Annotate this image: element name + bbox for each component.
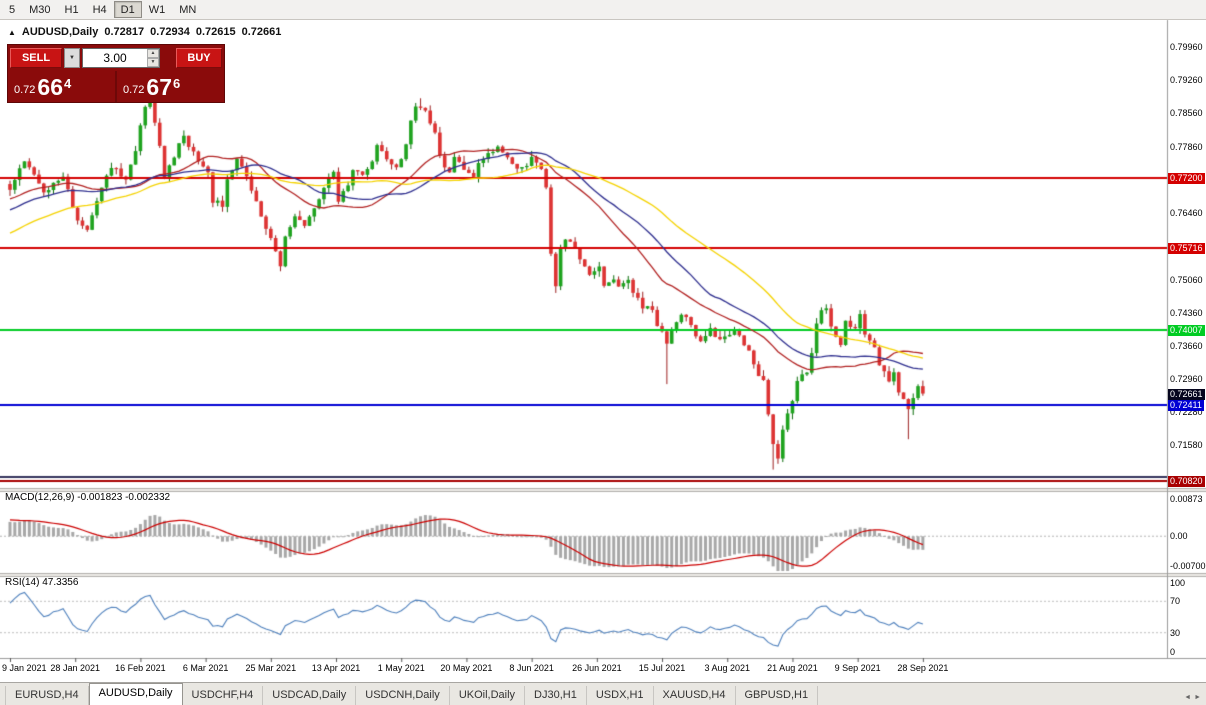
- timeframe-button-h1[interactable]: H1: [64, 4, 79, 16]
- timeframe-button-h4[interactable]: H4: [92, 4, 107, 16]
- rsi-indicator-label: RSI(14) 47.3356: [5, 577, 79, 588]
- tab-scroll-left-icon[interactable]: ◄: [1184, 694, 1192, 701]
- date-label: 16 Feb 2021: [115, 663, 166, 673]
- buy-button[interactable]: BUY: [176, 48, 222, 68]
- price-tick: 0.76460: [1170, 208, 1203, 219]
- chart-tab-ukoil-daily[interactable]: UKOil,Daily: [450, 686, 526, 705]
- date-label: 28 Sep 2021: [897, 663, 949, 673]
- volume-increase-button[interactable]: ▲: [147, 49, 159, 58]
- sell-price-prefix: 0.72: [14, 84, 36, 96]
- current-price-tag: 0.72661: [1168, 388, 1205, 400]
- price-line-tag: 0.72411: [1168, 400, 1204, 412]
- ohlc-low: 0.72615: [195, 26, 236, 38]
- price-tick: 0.71580: [1170, 439, 1203, 450]
- sell-price-display[interactable]: 0.72 66 4: [8, 71, 117, 102]
- date-label: 9 Sep 2021: [834, 663, 881, 673]
- price-tick: 0.77860: [1170, 141, 1203, 152]
- sell-button[interactable]: SELL: [10, 48, 62, 68]
- volume-input[interactable]: [82, 48, 160, 68]
- timeframe-button-w1[interactable]: W1: [148, 4, 166, 16]
- rsi-tick: 100: [1170, 578, 1186, 588]
- chart-tab-usdcnh-daily[interactable]: USDCNH,Daily: [356, 686, 450, 705]
- chart-tab-eurusd-h4[interactable]: EURUSD,H4: [5, 686, 89, 705]
- chart-tab-usdx-h1[interactable]: USDX,H1: [587, 686, 654, 705]
- macd-indicator-label: MACD(12,26,9) -0.001823 -0.002332: [5, 492, 171, 503]
- sell-price-pip-digit: 4: [64, 76, 72, 91]
- timeframe-button-d1[interactable]: D1: [113, 1, 142, 18]
- price-tick: 0.78560: [1170, 108, 1203, 119]
- chart-tab-bar: EURUSD,H4 AUDUSD,Daily USDCHF,H4 USDCAD,Dai…: [0, 682, 1206, 705]
- rsi-tick: 0: [1170, 647, 1176, 657]
- date-label: 9 Jan 2021: [2, 663, 47, 673]
- rsi-tick: 70: [1170, 596, 1181, 607]
- ohlc-close: 0.72661: [241, 26, 282, 38]
- ohlc-high: 0.72934: [150, 26, 190, 38]
- timeframe-toolbar: 5 M30 H1 H4 D1 W1 MN: [0, 0, 1206, 20]
- chart-tab-xauusd-h4[interactable]: XAUUSD,H4: [654, 686, 736, 705]
- macd-tick: 0.00873: [1170, 494, 1203, 504]
- price-axis[interactable]: 0.79960 0.79260 0.78560 0.77860 0.76460 0.750…: [1167, 20, 1206, 682]
- date-label: 25 Mar 2021: [245, 663, 297, 673]
- price-tick: 0.75060: [1170, 274, 1203, 285]
- price-line-tag: 0.70820: [1168, 475, 1205, 487]
- timeframe-button-m30[interactable]: M30: [29, 4, 51, 16]
- buy-price-big-digits: 67: [146, 74, 173, 100]
- price-tick: 0.74360: [1170, 307, 1203, 318]
- tab-scroll-controls: ◄ ►: [1184, 694, 1206, 705]
- volume-field-wrap: ▲ ▼: [82, 48, 160, 68]
- price-line-tag: 0.77200: [1168, 173, 1205, 185]
- chart-tab-gbpusd-h1[interactable]: GBPUSD,H1: [736, 686, 819, 705]
- price-tick: 0.79960: [1170, 41, 1203, 52]
- price-tick: 0.72960: [1170, 374, 1203, 385]
- chart-tab-audusd-daily[interactable]: AUDUSD,Daily: [88, 683, 183, 705]
- date-label: 8 Jun 2021: [509, 663, 554, 673]
- date-label: 28 Jan 2021: [50, 663, 100, 673]
- date-label: 13 Apr 2021: [311, 663, 361, 673]
- date-label: 1 May 2021: [377, 663, 425, 673]
- buy-price-display[interactable]: 0.72 67 6: [117, 71, 224, 102]
- price-line-tag: 0.74007: [1168, 324, 1205, 336]
- volume-dropdown-button[interactable]: ▼: [64, 48, 80, 68]
- one-click-trade-panel: SELL ▼ ▲ ▼ BUY 0.72 66 4 0.72 67: [7, 44, 225, 103]
- chart-ohlc-header: ▲ AUDUSD,Daily 0.72817 0.72934 0.72615 0…: [8, 26, 281, 38]
- macd-tick: -0.00700: [1170, 561, 1206, 571]
- buy-price-prefix: 0.72: [123, 84, 145, 96]
- date-label: 21 Aug 2021: [767, 663, 818, 673]
- chart-tab-usdcad-daily[interactable]: USDCAD,Daily: [263, 686, 357, 705]
- price-tick: 0.72280: [1170, 406, 1203, 417]
- ohlc-open: 0.72817: [104, 26, 145, 38]
- trade-panel-toggle-icon[interactable]: ▲: [8, 27, 16, 37]
- timeframe-button-mn[interactable]: MN: [179, 4, 197, 16]
- tab-scroll-right-icon[interactable]: ►: [1194, 694, 1201, 701]
- date-label: 6 Mar 2021: [182, 663, 229, 673]
- date-label: 20 May 2021: [440, 663, 493, 673]
- chart-tab-usdchf-h4[interactable]: USDCHF,H4: [183, 686, 264, 705]
- chart-tab-dj30-h1[interactable]: DJ30,H1: [525, 686, 587, 705]
- volume-decrease-button[interactable]: ▼: [147, 58, 159, 67]
- buy-price-pip-digit: 6: [173, 76, 181, 91]
- timeframe-button-5[interactable]: 5: [9, 4, 16, 16]
- chevron-down-icon: ▼: [69, 55, 75, 61]
- price-line-tag: 0.75716: [1168, 243, 1205, 255]
- rsi-tick: 30: [1170, 627, 1181, 638]
- date-label: 15 Jul 2021: [638, 663, 686, 673]
- date-label: 26 Jun 2021: [572, 663, 622, 673]
- price-tick: 0.73660: [1170, 341, 1203, 352]
- price-tick: 0.79260: [1170, 75, 1203, 86]
- time-axis[interactable]: 9 Jan 2021 28 Jan 2021 16 Feb 2021 6 Mar 20…: [0, 662, 1167, 678]
- sell-price-big-digits: 66: [37, 74, 64, 100]
- chart-symbol-label: AUDUSD,Daily: [21, 26, 99, 38]
- date-label: 3 Aug 2021: [704, 663, 751, 673]
- macd-tick: 0.00: [1170, 531, 1188, 542]
